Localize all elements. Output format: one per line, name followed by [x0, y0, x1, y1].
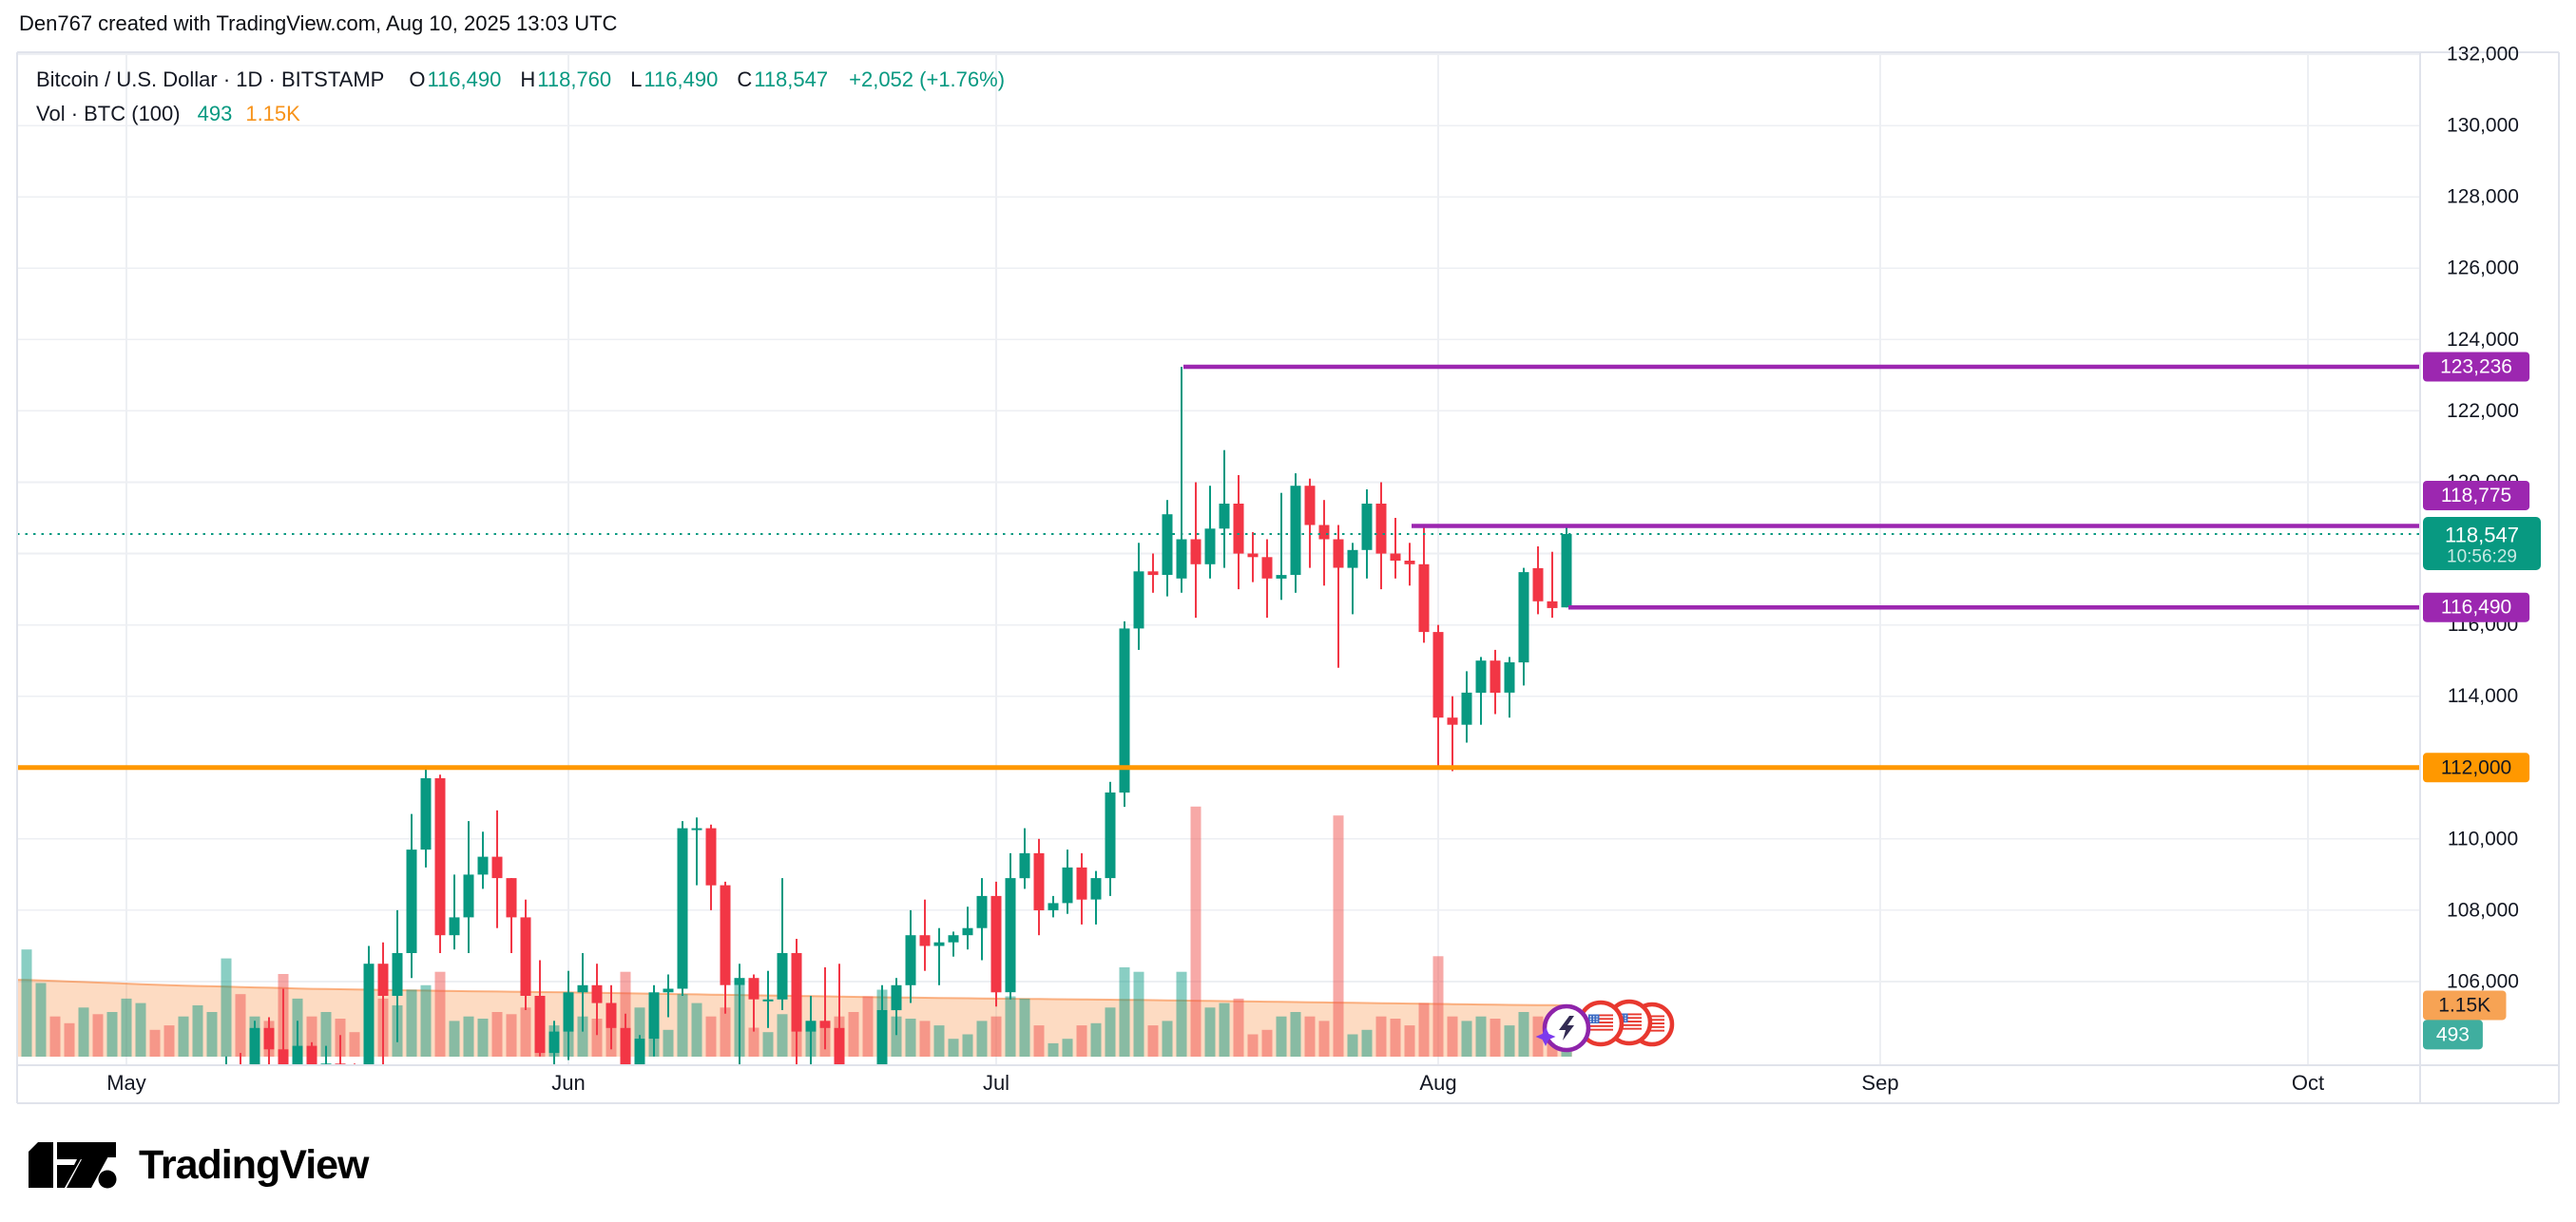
current-price-badge [2423, 517, 2541, 571]
time-axis[interactable]: May Jun Jul Aug Sep Oct [106, 1071, 2324, 1095]
svg-text:126,000: 126,000 [2447, 258, 2519, 279]
price-grid [17, 52, 2419, 1064]
tradingview-logo-text: TradingView [139, 1141, 369, 1188]
chart-attribution: Den767 created with TradingView.com, Aug… [19, 11, 618, 35]
svg-text:10:56:29: 10:56:29 [2447, 547, 2517, 567]
svg-text:112,000: 112,000 [2441, 756, 2511, 778]
svg-text:May: May [106, 1071, 146, 1095]
svg-text:106,000: 106,000 [2447, 971, 2519, 993]
svg-text:Aug: Aug [1419, 1071, 1456, 1095]
svg-text:493: 493 [2436, 1023, 2470, 1045]
svg-text:114,000: 114,000 [2448, 685, 2518, 707]
volume-current-value: 493 [197, 102, 233, 125]
ohlc-low: L116,490 [630, 67, 719, 91]
ai-event-icon[interactable] [1535, 1003, 1591, 1053]
svg-text:124,000: 124,000 [2447, 329, 2519, 351]
svg-text:128,000: 128,000 [2447, 186, 2519, 208]
svg-text:130,000: 130,000 [2447, 115, 2519, 137]
chart-legend: Bitcoin / U.S. Dollar · 1D · BITSTAMP O1… [36, 63, 1005, 131]
svg-text:122,000: 122,000 [2447, 400, 2519, 422]
svg-text:123,236: 123,236 [2440, 355, 2512, 377]
svg-text:Oct: Oct [2292, 1071, 2324, 1095]
svg-text:118,547: 118,547 [2445, 524, 2519, 547]
ohlc-close: C118,547 [737, 67, 829, 91]
svg-text:116,490: 116,490 [2441, 597, 2511, 619]
candlestick-series [225, 367, 1572, 1064]
svg-text:118,775: 118,775 [2441, 485, 2511, 506]
price-axis[interactable]: 132,000 130,000 128,000 126,000 124,000 122,0… [2423, 44, 2541, 1050]
svg-text:Sep: Sep [1861, 1071, 1898, 1095]
volume-indicator-label: Vol · BTC (100) [36, 102, 181, 125]
svg-text:Jul: Jul [983, 1071, 1009, 1095]
svg-text:1.15K: 1.15K [2438, 994, 2490, 1016]
svg-text:110,000: 110,000 [2448, 828, 2518, 850]
price-axis-background [2420, 52, 2576, 1103]
svg-text:108,000: 108,000 [2447, 899, 2519, 921]
event-markers[interactable] [1535, 999, 1675, 1053]
sparkle-icon [1535, 1027, 1556, 1046]
horizontal-price-lines [17, 364, 2419, 771]
ohlc-open: O116,490 [409, 67, 502, 91]
symbol-row[interactable]: Bitcoin / U.S. Dollar · 1D · BITSTAMP O1… [36, 63, 1005, 97]
svg-text:132,000: 132,000 [2447, 44, 2519, 66]
symbol-title: Bitcoin / U.S. Dollar · 1D · BITSTAMP [36, 67, 385, 91]
us-flag [1588, 1014, 1613, 1033]
volume-row[interactable]: Vol · BTC (100) 493 1.15K [36, 97, 1005, 131]
tradingview-logo-mark [29, 1142, 117, 1189]
lightning-bolt-icon [1559, 1016, 1574, 1041]
tradingview-logo[interactable]: TradingView [25, 1138, 369, 1192]
panel-borders [16, 51, 2560, 1104]
volume-ma-value: 1.15K [245, 102, 300, 125]
price-change: +2,052 (+1.76%) [849, 67, 1006, 91]
ohlc-high: H118,760 [520, 67, 612, 91]
svg-text:Jun: Jun [551, 1071, 585, 1095]
